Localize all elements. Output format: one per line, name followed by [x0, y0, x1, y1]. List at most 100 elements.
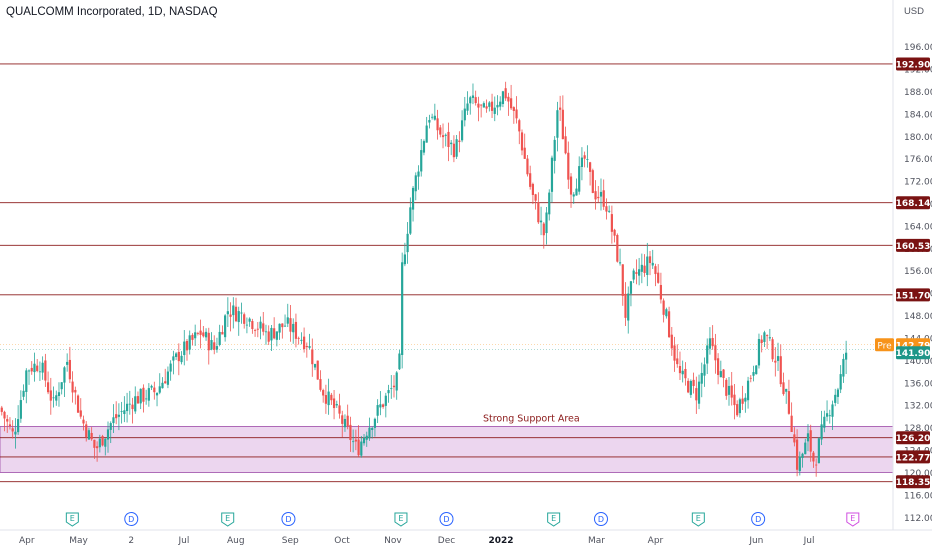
time-tick-label: Jun — [748, 536, 763, 546]
candle-body — [839, 374, 842, 390]
candle-body — [477, 103, 480, 108]
dividend-event-icon[interactable] — [593, 512, 608, 526]
level-tag-value: 151.70 — [896, 291, 931, 301]
dividend-event-letter: D — [285, 515, 291, 524]
candle-body — [719, 371, 722, 378]
candle-body — [695, 388, 698, 401]
candle-body — [215, 346, 219, 350]
candle-body — [564, 136, 567, 154]
candle-body — [177, 351, 180, 362]
candle-body — [537, 202, 540, 223]
candle-body — [801, 453, 804, 458]
time-tick-label: Jul — [803, 536, 815, 546]
dividend-event-icon[interactable] — [124, 512, 139, 526]
candle-body — [98, 438, 101, 448]
support-zone-layer: Strong Support Area — [0, 414, 894, 473]
candle-body — [561, 109, 564, 140]
candle-body — [343, 418, 347, 428]
currency-label: USD — [903, 6, 924, 17]
candle-body — [812, 452, 815, 462]
candle-body — [259, 321, 262, 329]
price-tick-label: 156.00 — [904, 267, 932, 277]
candle-body — [779, 356, 782, 385]
candle-body — [414, 175, 417, 192]
chart-title: QUALCOMM Incorporated, 1D, NASDAQ — [6, 6, 218, 18]
candle-body — [616, 234, 619, 262]
candle-body — [488, 102, 491, 107]
candle-body — [406, 233, 409, 253]
dividend-event-icon[interactable] — [281, 512, 296, 526]
candle-body — [567, 152, 570, 180]
candle-body — [6, 419, 9, 422]
earnings-event-icon[interactable] — [221, 512, 235, 527]
candle-body — [482, 103, 485, 108]
candle-body — [526, 158, 529, 175]
candle-body — [618, 262, 622, 264]
candle-body — [409, 207, 412, 234]
candle-body — [319, 379, 322, 390]
candle-body — [229, 314, 232, 317]
earnings-event-icon[interactable] — [691, 512, 705, 527]
last-price-value: 141.90 — [896, 349, 931, 359]
candle-body — [627, 293, 630, 321]
candle-body — [183, 341, 186, 356]
candle-body — [605, 206, 608, 212]
candle-body — [332, 398, 336, 409]
level-tag — [896, 288, 930, 302]
candle-body — [485, 106, 488, 109]
candle-body — [545, 212, 548, 234]
earnings-event-icon[interactable] — [65, 512, 79, 527]
candle-body — [608, 210, 611, 212]
time-axis[interactable]: Apr May 2 Jul Aug Sep Oct Nov Dec 2022 Mar Apr Jun Ju… — [0, 529, 932, 550]
candle-body — [93, 439, 96, 448]
earnings-event-icon[interactable] — [394, 512, 408, 527]
candle-body — [213, 342, 216, 350]
candle-body — [8, 424, 12, 427]
candle-body — [90, 432, 93, 440]
candle-body — [341, 415, 344, 424]
dividend-event-icon[interactable] — [439, 512, 454, 526]
candle-body — [125, 403, 129, 412]
candle-body — [68, 359, 71, 380]
candle-body — [71, 381, 74, 393]
time-tick-label: Apr — [648, 536, 664, 546]
candle-body — [594, 191, 597, 200]
earnings-event-icon[interactable] — [547, 512, 561, 527]
candle-body — [785, 388, 788, 392]
candle-body — [379, 404, 382, 408]
candle-body — [776, 356, 780, 361]
dividend-event-icon[interactable] — [751, 512, 766, 526]
candle-body — [87, 430, 91, 440]
candle-body — [433, 115, 436, 120]
candle-body — [104, 438, 107, 447]
candle-body — [733, 394, 736, 406]
candle-body — [381, 404, 385, 407]
candle-body — [324, 395, 328, 404]
candle-body — [665, 309, 668, 317]
level-tag-value: 118.35 — [896, 478, 931, 488]
candle-body — [286, 317, 289, 324]
candle-body — [134, 396, 137, 412]
price-axis[interactable]: 112.00116.00120.00124.00128.00132.00136.… — [892, 0, 932, 550]
candle-body — [670, 334, 673, 349]
earnings-event-letter: E — [696, 514, 701, 523]
candle-body — [19, 400, 22, 419]
candle-body — [262, 323, 265, 332]
candle-body — [436, 118, 439, 131]
candle-body — [139, 388, 142, 404]
earnings-event-icon[interactable] — [846, 512, 860, 527]
candle-body — [166, 371, 170, 385]
candle-body — [697, 381, 701, 404]
candle-body — [243, 314, 246, 324]
candle-body — [692, 379, 695, 386]
candle-body — [578, 166, 581, 192]
candle-body — [646, 256, 649, 275]
candle-body — [439, 127, 442, 135]
candle-body — [441, 135, 445, 138]
candle-body — [14, 431, 17, 435]
candle-body — [744, 397, 747, 402]
price-tags-layer: 192.90 168.14 160.53 151.70 126.20 122.77 118.… — [875, 57, 931, 489]
